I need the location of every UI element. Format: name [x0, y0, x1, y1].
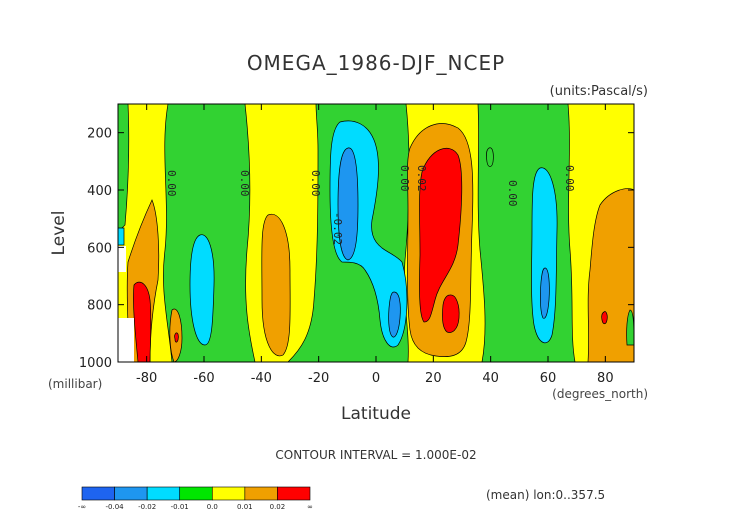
region-red-nh-tropics — [419, 147, 463, 323]
contour-label: 0.00 — [238, 170, 251, 197]
region-red-sh-polar — [133, 281, 152, 362]
contour-label: 0.00 — [165, 170, 178, 197]
contour-label: 0.00 — [506, 180, 519, 207]
region-blue-tropics-lower — [388, 291, 401, 338]
colorbar-label: 0.0 — [207, 503, 218, 511]
x-tick-label: -60 — [193, 371, 214, 386]
contour-label: 0.02 — [415, 165, 428, 192]
colorbar: -∞ -0.04 -0.02 -0.01 0.0 0.01 0.02 ∞ — [78, 486, 313, 511]
colorbar-label: -0.01 — [171, 503, 189, 511]
colorbar-label: -∞ — [78, 503, 86, 511]
region-cyan-nh-mid — [531, 167, 558, 344]
y-tick-label: 400 — [87, 184, 112, 199]
contour-label: 0.00 — [309, 170, 322, 197]
colorbar-swatch — [146, 486, 181, 501]
colorbar-label: -0.04 — [106, 503, 125, 511]
region-orange-nh-high — [587, 188, 634, 362]
region-orange-sh-mid — [261, 213, 291, 357]
y-unit-label: (millibar) — [48, 377, 102, 391]
missing-data-patch-upper — [118, 246, 126, 272]
contour-label: -0.02 — [331, 212, 344, 245]
y-tick-label: 600 — [87, 241, 112, 256]
region-green-nh-subtropics — [477, 104, 576, 362]
x-axis-label: Latitude — [341, 404, 411, 424]
missing-data-patch — [118, 318, 134, 362]
x-tick-label: 0 — [372, 371, 380, 386]
colorbar-swatch — [114, 486, 148, 501]
colorbar-label: 0.02 — [270, 503, 286, 511]
colorbar-label: ∞ — [307, 503, 313, 511]
x-tick-label: 60 — [540, 371, 557, 386]
region-green-band-sh — [163, 104, 256, 362]
x-axis: -80 -60 -40 -20 0 20 40 60 80 — [136, 104, 614, 386]
region-blue-nh-mid — [540, 267, 550, 319]
x-tick-label: 20 — [425, 371, 442, 386]
region-green-nh-blob — [486, 147, 494, 167]
colorbar-label: -0.02 — [138, 503, 156, 511]
region-red-nh-small — [601, 311, 608, 325]
contour-label: 0.00 — [398, 165, 411, 192]
region-blue-tropics-upper — [337, 147, 359, 261]
colorbar-swatch — [277, 486, 311, 501]
region-red-sh-tiny — [174, 332, 179, 343]
y-tick-label: 200 — [87, 127, 112, 142]
region-cyan-sh-polar — [118, 227, 125, 246]
mean-footer: (mean) lon:0..357.5 — [486, 488, 605, 502]
region-green-sh-polar — [118, 104, 130, 233]
y-tick-label: 800 — [87, 299, 112, 314]
region-cyan-sh-mid — [189, 234, 215, 346]
contour-interval-text: CONTOUR INTERVAL = 1.000E-02 — [275, 448, 476, 462]
colorbar-swatch — [179, 486, 213, 501]
y-axis: 200 400 600 800 1000 — [79, 127, 634, 371]
x-tick-label: -40 — [251, 371, 272, 386]
contour-label: 0.00 — [563, 165, 576, 192]
x-tick-label: 80 — [597, 371, 614, 386]
units-label: (units:Pascal/s) — [550, 84, 648, 99]
y-axis-label: Level — [49, 211, 69, 256]
colorbar-swatch — [211, 486, 246, 501]
x-tick-label: 40 — [482, 371, 499, 386]
x-tick-label: -20 — [308, 371, 329, 386]
region-red-nh-tropics-2 — [442, 294, 460, 333]
contour-field — [118, 104, 634, 362]
y-tick-label: 1000 — [79, 356, 112, 371]
region-green-nh-polar — [626, 309, 634, 346]
colorbar-swatch — [244, 486, 278, 501]
x-tick-label: -80 — [136, 371, 157, 386]
contour-labels: 0.00 0.00 0.00 -0.02 0.00 0.02 0.00 0.00 — [165, 165, 576, 245]
chart-title: OMEGA_1986-DJF_NCEP — [247, 51, 505, 75]
x-unit-label: (degrees_north) — [552, 387, 648, 401]
colorbar-label: 0.01 — [237, 503, 253, 511]
colorbar-swatch — [81, 486, 115, 501]
